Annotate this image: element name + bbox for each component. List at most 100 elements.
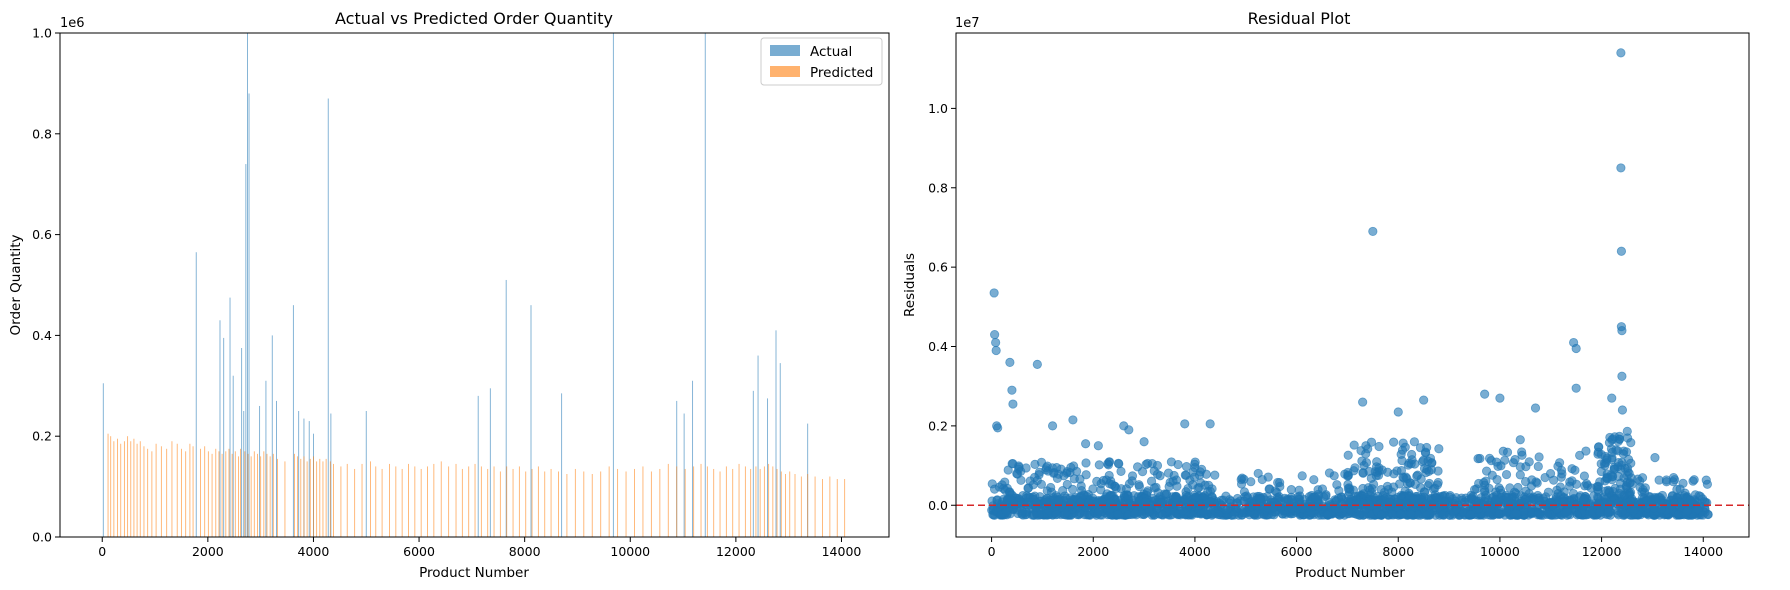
x-tick-label: 4000 — [298, 544, 330, 559]
scatter-point — [1041, 496, 1051, 506]
bar-actual — [612, 33, 614, 537]
bar-chart-x-label: Product Number — [419, 565, 529, 581]
scatter-point — [1433, 477, 1443, 488]
scatter-point — [1459, 497, 1469, 507]
scatter-point — [1180, 495, 1190, 505]
scatter-point — [1199, 508, 1209, 518]
scatter-point — [1703, 509, 1713, 520]
bar-predicted — [650, 471, 652, 537]
scatter-point — [1343, 450, 1353, 460]
scatter-point — [1495, 485, 1506, 495]
scatter-point — [1139, 437, 1149, 447]
scatter-point — [1392, 466, 1402, 476]
bar-predicted — [253, 451, 255, 537]
bar-actual — [308, 421, 310, 537]
bar-predicted — [440, 461, 442, 537]
scatter-point — [1612, 508, 1623, 518]
scatter-point — [1256, 493, 1266, 503]
bar-chart-y-axis: 0.0 0.2 0.4 0.6 0.8 1.0 — [32, 26, 60, 545]
bar-predicted — [306, 461, 308, 537]
bar-predicted — [583, 471, 585, 537]
scatter-point — [1366, 473, 1376, 483]
scatter-point — [1104, 470, 1114, 481]
scatter-point — [1000, 485, 1010, 495]
bar-predicted — [247, 453, 249, 537]
bar-predicted — [113, 441, 115, 537]
bar-predicted — [713, 468, 715, 537]
scatter-point — [1511, 488, 1521, 499]
scatter-point — [1017, 508, 1027, 518]
bar-predicted — [822, 479, 823, 537]
scatter-point — [1323, 510, 1333, 520]
bar-predicted — [120, 443, 122, 537]
scatter-chart-plot-frame — [955, 32, 1750, 538]
bar-chart-legend: Actual Predicted — [760, 37, 883, 86]
scatter-point — [1140, 497, 1150, 507]
bar-predicted — [455, 463, 457, 537]
y-tick-label: 0.8 — [928, 180, 948, 195]
scatter-point — [1613, 446, 1623, 456]
y-tick-label: 0.6 — [32, 227, 52, 242]
bar-predicted — [207, 451, 209, 537]
scatter-point — [1678, 478, 1688, 488]
bar-predicted — [427, 466, 428, 537]
scatter-point — [1502, 447, 1513, 457]
scatter-point — [1042, 461, 1052, 471]
scatter-chart-x-label: Product Number — [1295, 565, 1405, 581]
bar-predicted — [107, 433, 109, 537]
scatter-point — [1137, 467, 1148, 477]
scatter-point — [1007, 385, 1017, 395]
scatter-point — [1568, 488, 1578, 499]
bar-actual — [243, 411, 245, 537]
scatter-point — [991, 337, 1001, 348]
scatter-point — [1023, 483, 1033, 493]
bar-actual — [219, 320, 221, 537]
scatter-point — [1465, 510, 1475, 520]
bar-predicted — [706, 466, 708, 537]
scatter-point — [1113, 509, 1123, 520]
scatter-point — [1361, 449, 1371, 459]
y-tick-label: 0.4 — [32, 328, 52, 343]
bar-predicted — [284, 461, 286, 537]
scatter-point — [1650, 453, 1660, 463]
x-tick-label: 10000 — [1480, 544, 1520, 559]
scatter-point — [1421, 447, 1431, 457]
bar-predicted — [300, 458, 302, 537]
bar-chart-y-label: Order Quantity — [8, 234, 24, 335]
bar-predicted — [192, 446, 194, 537]
scatter-point — [1570, 465, 1580, 475]
bar-predicted — [346, 463, 348, 537]
scatter-point — [1530, 403, 1541, 413]
scatter-point — [1310, 492, 1320, 502]
scatter-point — [1564, 481, 1575, 491]
bar-predicted — [768, 463, 770, 537]
x-tick-label: 6000 — [1281, 544, 1313, 559]
y-tick-label: 0.4 — [928, 339, 948, 354]
bar-predicted — [844, 479, 846, 537]
scatter-point — [1533, 461, 1543, 472]
bar-predicted — [160, 446, 162, 537]
scatter-point — [1423, 481, 1433, 491]
bar-predicted — [608, 466, 610, 537]
bar-predicted — [333, 463, 334, 537]
scatter-point — [1288, 503, 1298, 514]
bar-predicted — [420, 468, 422, 537]
bar-actual — [232, 375, 234, 537]
bar-predicted — [537, 466, 539, 537]
bar-predicted — [269, 456, 271, 537]
scatter-point — [1617, 326, 1627, 336]
bar-predicted — [725, 466, 727, 537]
scatter-point — [1479, 477, 1489, 488]
scatter-point — [1445, 491, 1455, 501]
scatter-point — [1387, 509, 1397, 519]
scatter-point — [1069, 474, 1079, 484]
x-tick-label: 10000 — [610, 544, 650, 559]
scatter-point — [1275, 477, 1285, 488]
x-tick-label: 8000 — [509, 544, 541, 559]
bar-predicted — [381, 468, 383, 537]
scatter-point — [1032, 498, 1042, 508]
scatter-point — [1059, 471, 1069, 481]
bar-predicted — [667, 463, 669, 537]
scatter-point — [1157, 510, 1167, 520]
bar-predicted — [215, 448, 217, 537]
